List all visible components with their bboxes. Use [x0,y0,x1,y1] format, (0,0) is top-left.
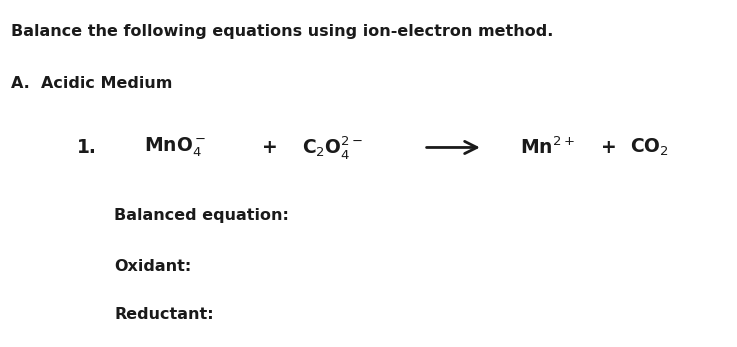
Text: +: + [601,138,616,157]
Text: Oxidant:: Oxidant: [114,259,192,273]
Text: Mn$^{2+}$: Mn$^{2+}$ [520,137,574,158]
Text: A.  Acidic Medium: A. Acidic Medium [11,76,172,91]
Text: MnO$_4^-$: MnO$_4^-$ [144,136,206,159]
Text: Balanced equation:: Balanced equation: [114,208,289,223]
Text: +: + [262,138,277,157]
Text: 1.: 1. [77,138,97,157]
Text: Reductant:: Reductant: [114,307,214,322]
Text: Balance the following equations using ion-electron method.: Balance the following equations using io… [11,24,553,39]
Text: CO$_2$: CO$_2$ [630,137,669,158]
Text: C$_2$O$_4^{2-}$: C$_2$O$_4^{2-}$ [302,134,363,161]
